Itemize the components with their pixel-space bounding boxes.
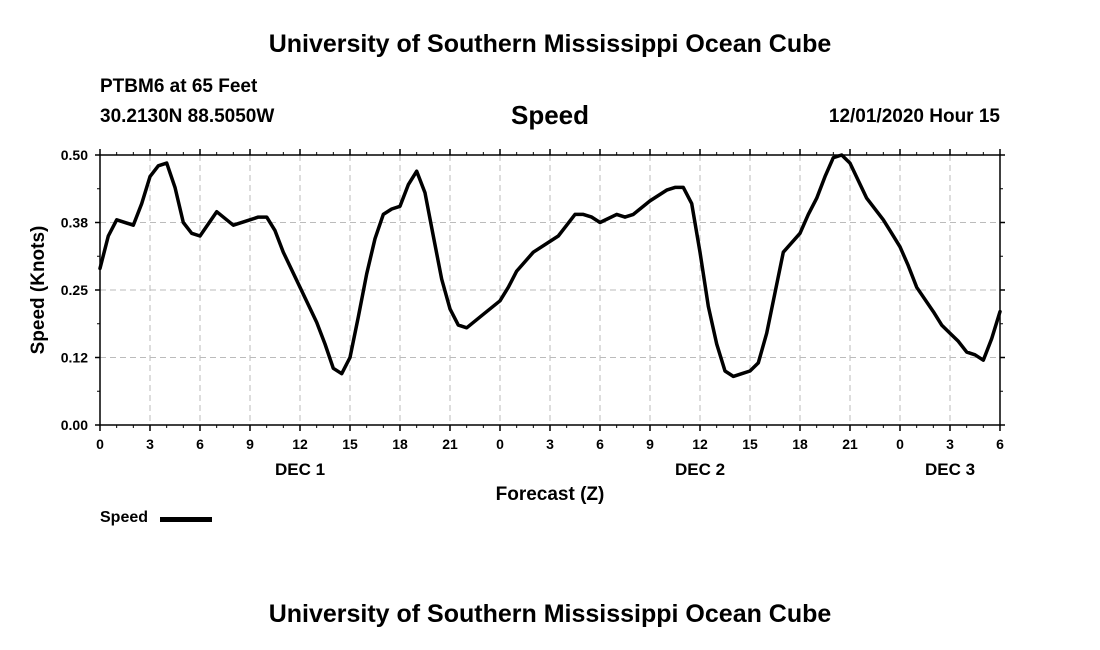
x-tick-label: 18 [792,436,808,452]
x-tick-label: 9 [246,436,254,452]
x-axis-title: Forecast (Z) [496,484,605,505]
x-tick-label: 6 [996,436,1004,452]
x-tick-label: 12 [292,436,308,452]
page-title-top: University of Southern Mississippi Ocean… [268,30,832,58]
x-tick-label: 21 [842,436,858,452]
page-title-bottom: University of Southern Mississippi Ocean… [268,600,832,628]
legend-label: Speed [100,509,149,526]
x-tick-label: 15 [742,436,758,452]
y-tick-label: 0.00 [61,417,88,433]
x-tick-label: 6 [196,436,204,452]
x-tick-label: 3 [146,436,154,452]
station-label: PTBM6 at 65 Feet [100,76,258,97]
x-tick-label: 18 [392,436,408,452]
run-time-label: 12/01/2020 Hour 15 [828,106,1000,127]
x-tick-label: 0 [496,436,504,452]
y-axis-title: Speed (Knots) [28,226,49,355]
x-tick-label: 0 [896,436,904,452]
x-tick-label: 9 [646,436,654,452]
x-tick-label: 0 [96,436,104,452]
x-tick-label: 21 [442,436,458,452]
y-tick-label: 0.50 [61,147,88,163]
y-tick-label: 0.38 [61,215,88,231]
chart-title: Speed [510,100,590,130]
x-tick-label: 6 [596,436,604,452]
x-tick-label: 3 [946,436,954,452]
x-tick-label: 12 [692,436,708,452]
legend-line-swatch [160,517,212,522]
date-label: DEC 3 [925,460,975,479]
x-tick-label: 15 [342,436,358,452]
date-label: DEC 2 [675,460,725,479]
y-tick-label: 0.25 [61,282,88,298]
date-label: DEC 1 [275,460,325,479]
coordinates-label: 30.2130N 88.5050W [100,106,275,127]
series-line-speed [98,153,1002,379]
x-tick-label: 3 [546,436,554,452]
y-tick-label: 0.12 [61,350,88,366]
